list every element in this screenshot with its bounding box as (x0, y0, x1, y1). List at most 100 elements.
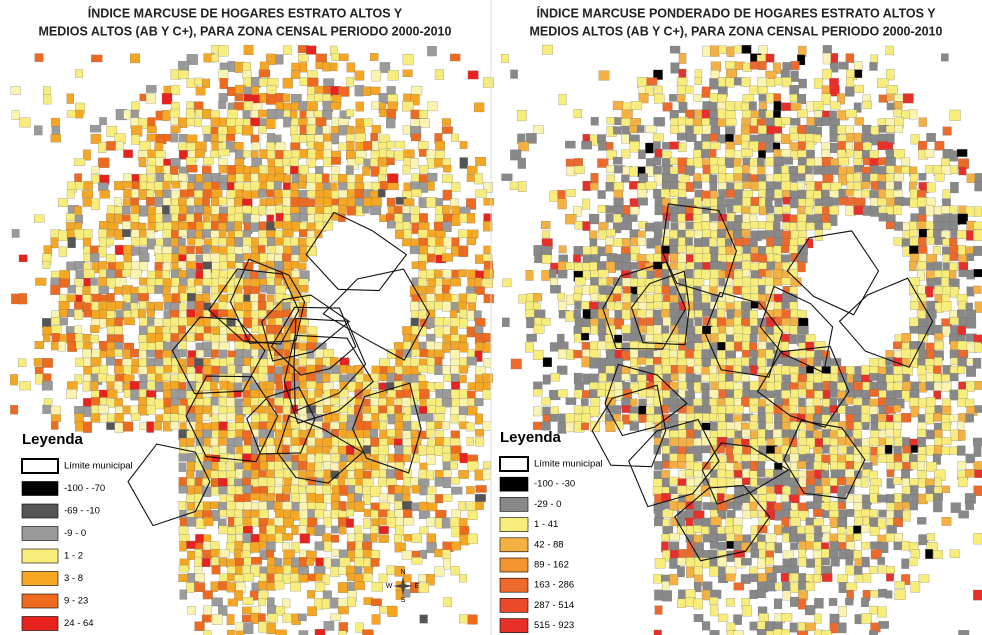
census-zone (669, 404, 679, 413)
census-zone (411, 533, 422, 543)
census-zone (902, 501, 910, 510)
census-zone (606, 150, 617, 160)
census-zone (966, 366, 976, 377)
census-zone (829, 541, 839, 551)
census-zone (370, 485, 382, 497)
census-zone (146, 197, 155, 206)
census-zone (42, 358, 53, 368)
census-zone (910, 581, 921, 593)
census-zone (195, 86, 206, 96)
census-zone (363, 518, 371, 529)
census-zone (418, 285, 427, 295)
census-zone (337, 582, 349, 593)
census-zone (403, 574, 412, 583)
census-zone (419, 614, 428, 624)
census-zone (378, 412, 388, 422)
census-zone (924, 164, 933, 174)
census-zone (789, 173, 798, 183)
census-zone (686, 134, 697, 142)
census-zone (589, 238, 598, 248)
census-zone (726, 598, 735, 607)
census-zone (909, 229, 918, 237)
census-zone (949, 222, 958, 231)
census-zone (187, 606, 196, 615)
census-zone (765, 205, 774, 214)
census-zone (275, 341, 284, 351)
compass-label: E (415, 583, 420, 590)
census-zone (425, 574, 435, 586)
census-zone (331, 549, 340, 557)
census-zone (974, 405, 982, 413)
census-zone (581, 398, 589, 406)
census-zone (218, 93, 228, 102)
census-zone (274, 566, 284, 575)
census-zone (386, 213, 395, 221)
census-zone (299, 62, 308, 73)
census-zone (219, 181, 228, 190)
census-zone (418, 110, 428, 119)
census-zone (475, 189, 487, 198)
census-zone (186, 540, 196, 549)
census-zone (315, 582, 326, 593)
census-zone (43, 334, 51, 343)
census-zone (741, 229, 751, 238)
census-zone (178, 317, 189, 326)
census-zone (902, 222, 911, 231)
census-zone (370, 86, 381, 96)
census-zone (474, 173, 483, 185)
census-zone (557, 389, 568, 398)
census-zone (710, 45, 720, 57)
census-zone (789, 222, 797, 232)
census-zone (884, 590, 893, 599)
census-zone (450, 461, 458, 470)
census-zone (226, 461, 235, 472)
census-zone (701, 621, 711, 631)
census-zone (394, 213, 404, 224)
census-zone (862, 501, 871, 510)
census-zone (621, 174, 630, 183)
census-zone (718, 77, 726, 88)
census-zone (837, 125, 847, 135)
census-zone (194, 149, 205, 158)
census-zone (965, 318, 977, 329)
census-zone (242, 597, 254, 605)
census-zone (10, 374, 18, 386)
census-zone (219, 334, 229, 343)
census-zone (362, 405, 372, 414)
census-zone (965, 413, 974, 423)
census-zone (909, 325, 919, 334)
census-zone (138, 293, 149, 302)
census-zone (315, 470, 326, 478)
census-zone (774, 542, 783, 554)
census-zone (661, 381, 672, 391)
census-zone (958, 166, 967, 176)
census-zone (677, 253, 687, 264)
census-zone (426, 470, 434, 481)
census-zone (910, 301, 920, 310)
census-zone (830, 62, 839, 73)
census-zone (814, 229, 823, 241)
census-zone (574, 220, 583, 230)
census-zone (83, 309, 94, 318)
legend-label: -9 - 0 (64, 528, 86, 539)
census-zone (274, 397, 284, 406)
census-zone (419, 526, 429, 535)
census-zone (565, 397, 577, 405)
census-zone (338, 189, 348, 198)
census-zone (598, 269, 609, 278)
census-zone (717, 429, 727, 438)
census-zone (34, 53, 44, 62)
census-zone (467, 70, 479, 80)
census-zone (837, 436, 846, 446)
census-zone (275, 606, 286, 616)
census-zone (590, 116, 599, 126)
census-zone (765, 230, 776, 238)
census-zone (51, 414, 61, 422)
census-zone (894, 173, 904, 182)
census-zone (893, 477, 902, 485)
census-zone (693, 598, 703, 610)
census-zone (806, 222, 816, 231)
census-zone (782, 590, 791, 601)
census-zone (202, 285, 211, 294)
census-zone (346, 518, 354, 528)
